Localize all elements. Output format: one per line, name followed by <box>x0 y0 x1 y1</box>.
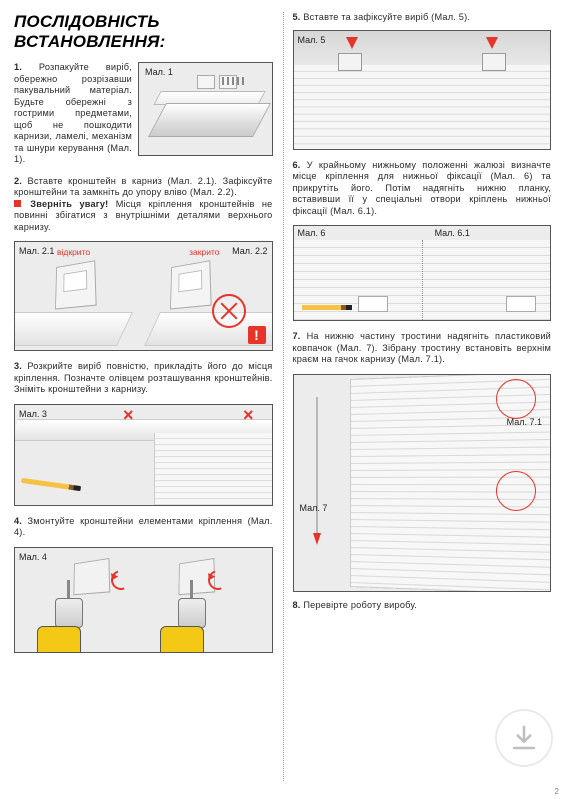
step-8-body: Перевірте роботу виробу. <box>303 600 417 610</box>
fig4-drill-right <box>160 598 230 653</box>
step-5-body: Вставте та зафіксуйте виріб (Мал. 5). <box>303 12 470 22</box>
fig6-pencil <box>302 305 352 310</box>
fig3-slats <box>154 433 272 505</box>
fig6-label-l: Мал. 6 <box>298 228 326 238</box>
fig6-divider <box>422 240 423 320</box>
step-2-text: 2. Вставте кронштейн в карниз (Мал. 2.1)… <box>14 176 273 234</box>
fig4-drill-left <box>37 598 107 653</box>
step-3-num: 3. <box>14 361 22 371</box>
right-column: 5. Вставте та зафіксуйте виріб (Мал. 5).… <box>283 12 552 789</box>
fig2-label-r: Мал. 2.2 <box>232 246 267 256</box>
figure-6: Мал. 6 Мал. 6.1 <box>293 225 552 321</box>
step-1-text: 1. Розпакуйте виріб, обережно розрізавши… <box>14 62 132 166</box>
download-watermark-icon <box>497 711 551 765</box>
fig5-arrow-r <box>486 37 498 49</box>
fig2-bracket-l <box>55 260 97 309</box>
figure-1: Мал. 1 <box>138 62 273 156</box>
step-6-text: 6. У крайньому нижньому положенні жалюзі… <box>293 160 552 218</box>
page-number: 2 <box>555 787 559 796</box>
fig2-bracket-r <box>170 260 212 309</box>
instruction-page: ПОСЛІДОВНІСТЬ ВСТАНОВЛЕННЯ: 1. Розпакуйт… <box>0 0 565 799</box>
fig2-warning-badge: ! <box>248 326 266 344</box>
fig7-detail-top <box>496 379 536 419</box>
left-column: ПОСЛІДОВНІСТЬ ВСТАНОВЛЕННЯ: 1. Розпакуйт… <box>14 12 283 789</box>
fig7-label-r: Мал. 7.1 <box>507 417 542 427</box>
fig2-label-l: Мал. 2.1 <box>19 246 54 256</box>
fig2-forbidden-circle <box>212 294 246 328</box>
fig3-x-left: × <box>123 405 134 426</box>
warn-icon <box>14 200 21 207</box>
figure-7: Мал. 7 Мал. 7.1 <box>293 374 552 592</box>
fig5-label: Мал. 5 <box>298 35 326 45</box>
fig6-label-r: Мал. 6.1 <box>435 228 470 238</box>
step-8-num: 8. <box>293 600 301 610</box>
step-7-num: 7. <box>293 331 301 341</box>
figure-4: Мал. 4 <box>14 547 273 653</box>
step-1-num: 1. <box>14 62 22 72</box>
column-divider <box>283 12 284 781</box>
fig2-rail-l <box>14 312 133 346</box>
fig3-label: Мал. 3 <box>19 409 47 419</box>
fig4-label: Мал. 4 <box>19 552 47 562</box>
fig5-blinds <box>293 65 552 150</box>
fig5-arrow-l <box>346 37 358 49</box>
step-8-text: 8. Перевірте роботу виробу. <box>293 600 552 612</box>
fig1-screws <box>222 77 250 85</box>
step-2-num: 2. <box>14 176 22 186</box>
step-2-body: Вставте кронштейн в карниз (Мал. 2.1). З… <box>14 176 273 198</box>
fig2-closed-label: закрито <box>189 247 219 257</box>
warn-label: Зверніть увагу! <box>30 199 108 209</box>
step-6-body: У крайньому нижньому положенні жалюзі ви… <box>293 160 552 216</box>
fig7-detail-bottom <box>496 471 536 511</box>
fig1-bracket-a <box>197 75 215 89</box>
fig2-open-label: відкрито <box>57 247 90 257</box>
figure-5: Мал. 5 <box>293 30 552 150</box>
fig5-bracket-r <box>482 53 506 71</box>
step-5-text: 5. Вставте та зафіксуйте виріб (Мал. 5). <box>293 12 552 24</box>
step-7-body: На нижню частину тростини надягніть плас… <box>293 331 552 364</box>
step-1-body: Розпакуйте виріб, обережно розрізавши па… <box>14 62 132 164</box>
step-3-text: 3. Розкрийте виріб повністю, прикладіть … <box>14 361 273 396</box>
step-4-body: Змонтуйте кронштейни елементами кріпленн… <box>14 516 272 538</box>
fig1-rail <box>148 103 271 137</box>
step-3-body: Розкрийте виріб повністю, прикладіть йог… <box>14 361 273 394</box>
fig3-pencil <box>21 477 81 490</box>
step-7-text: 7. На нижню частину тростини надягніть п… <box>293 331 552 366</box>
fig7-label-l: Мал. 7 <box>300 503 328 513</box>
figure-3: Мал. 3 × × <box>14 404 273 506</box>
fig6-clip-l <box>358 296 388 312</box>
fig5-bracket-l <box>338 53 362 71</box>
fig4-arrow-l <box>108 566 135 593</box>
step-5-num: 5. <box>293 12 301 22</box>
fig4-bracket-l <box>73 557 110 594</box>
fig3-x-right: × <box>243 405 254 426</box>
fig5-wall <box>294 31 551 65</box>
step-4-text: 4. Змонтуйте кронштейни елементами кріпл… <box>14 516 273 539</box>
step-6-num: 6. <box>293 160 301 170</box>
page-title: ПОСЛІДОВНІСТЬ ВСТАНОВЛЕННЯ: <box>14 12 273 52</box>
step-1-row: 1. Розпакуйте виріб, обережно розрізавши… <box>14 62 273 166</box>
step-4-num: 4. <box>14 516 22 526</box>
figure-2: Мал. 2.1 відкрито закрито Мал. 2.2 ! <box>14 241 273 351</box>
fig1-label: Мал. 1 <box>145 67 173 77</box>
fig6-clip-r <box>506 296 536 312</box>
